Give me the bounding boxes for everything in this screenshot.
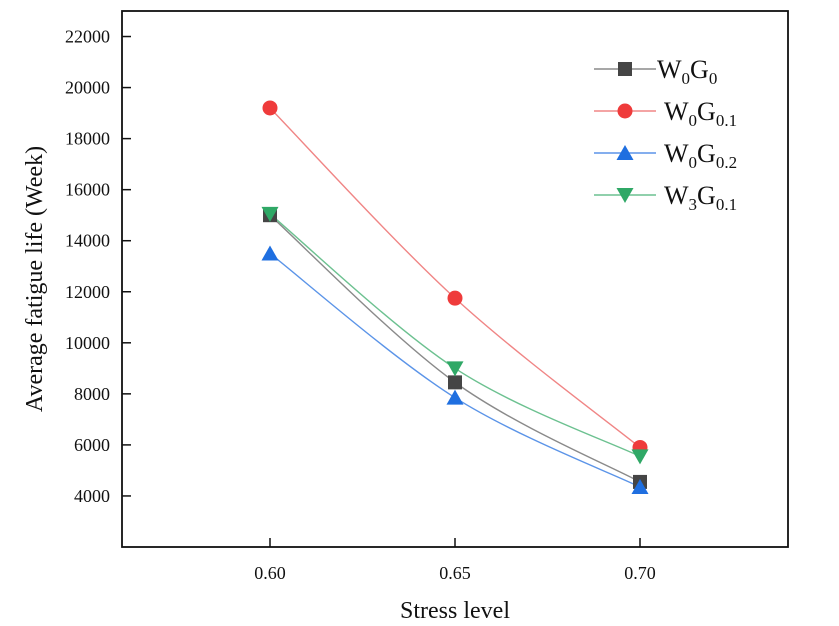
y-tick-label: 8000 (74, 384, 110, 404)
legend-entry-W0G0.2: W0G0.2 (594, 139, 737, 172)
x-axis-ticks: 0.60 0.65 0.70 (254, 538, 656, 583)
series-markers (261, 100, 649, 495)
data-point-W3G0.1 (631, 449, 649, 465)
y-tick-label: 20000 (65, 78, 110, 98)
x-tick-label: 0.60 (254, 563, 286, 583)
data-point-W0G0 (448, 375, 462, 390)
plot-frame (121, 10, 789, 548)
legend-label: W0G0.1 (664, 97, 737, 130)
y-tick-label: 16000 (65, 180, 110, 200)
legend-marker (617, 103, 633, 119)
series-line-W3G0.1 (269, 213, 641, 458)
data-point-W0G0.1 (447, 290, 463, 306)
legend-label: W0G0 (657, 55, 717, 88)
legend: W0G0 W0G0.1 W0G0.2 W3G0.1 (594, 55, 737, 214)
legend-label: W3G0.1 (664, 181, 737, 214)
x-axis-title: Stress level (400, 598, 510, 624)
legend-entry-W0G0.1: W0G0.1 (594, 97, 737, 130)
data-point-W3G0.1 (261, 206, 279, 222)
legend-marker (616, 145, 634, 160)
legend-marker (616, 188, 634, 203)
legend-entry-W3G0.1: W3G0.1 (594, 181, 737, 214)
y-tick-label: 10000 (65, 333, 110, 353)
data-point-W0G0.2 (446, 389, 464, 405)
y-tick-label: 22000 (65, 27, 110, 47)
x-tick-label: 0.65 (439, 563, 471, 583)
y-tick-label: 4000 (74, 486, 110, 506)
y-axis-ticks: 4000 6000 8000 10000 12000 14000 16000 18000 200… (65, 27, 131, 506)
data-point-W0G0.2 (261, 245, 279, 261)
legend-marker (618, 62, 632, 76)
legend-label: W0G0.2 (664, 139, 737, 172)
y-axis-title: Average fatigue life (Week) (22, 146, 48, 412)
legend-entry-W0G0: W0G0 (594, 55, 717, 88)
y-tick-label: 6000 (74, 435, 110, 455)
data-point-W0G0.2 (631, 479, 649, 495)
y-tick-label: 12000 (65, 282, 110, 302)
data-point-W3G0.1 (446, 361, 464, 377)
y-tick-label: 18000 (65, 129, 110, 149)
series-line-W0G0 (269, 214, 641, 483)
x-tick-label: 0.70 (624, 563, 656, 583)
y-tick-label: 14000 (65, 231, 110, 251)
data-point-W0G0.1 (262, 100, 278, 116)
